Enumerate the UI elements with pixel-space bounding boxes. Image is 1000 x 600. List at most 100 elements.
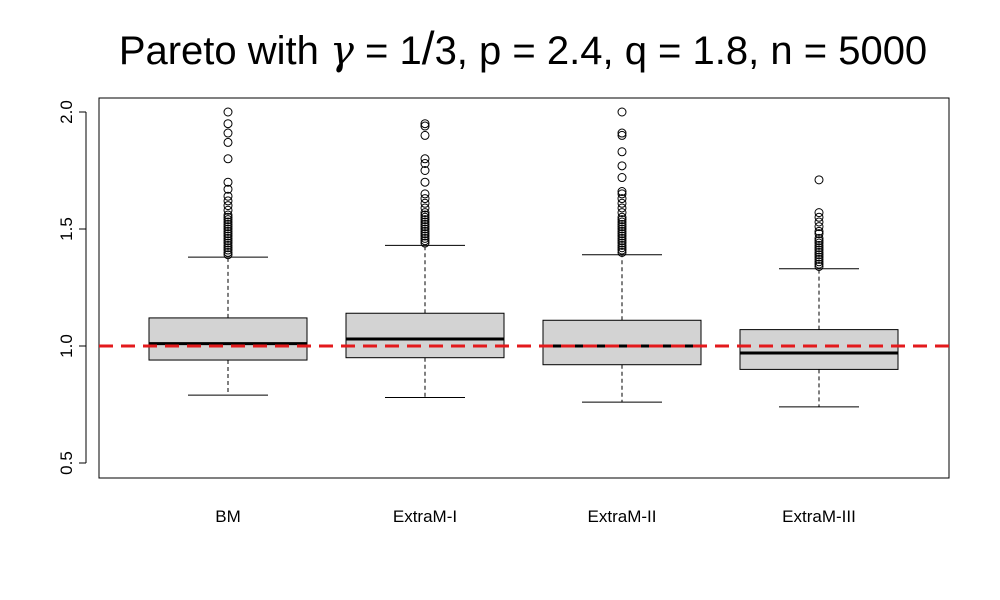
box-extram-iii	[739, 175, 899, 408]
outlier-point	[814, 233, 824, 243]
chart-title: Pareto with γ = 1/3, p = 2.4, q = 1.8, n…	[119, 22, 927, 74]
outlier-point	[814, 229, 824, 239]
outlier-point	[617, 187, 627, 197]
outlier-point	[223, 224, 233, 234]
outlier-point	[814, 245, 824, 255]
outlier-point	[420, 212, 430, 222]
outlier-point	[814, 236, 824, 246]
outlier-point	[617, 198, 627, 208]
y-tick-label: 0.5	[57, 451, 76, 475]
outlier-point	[617, 243, 627, 253]
outlier-point	[223, 119, 233, 129]
outlier-point	[420, 121, 430, 131]
outlier-point	[223, 231, 233, 241]
y-tick-label: 1.5	[57, 217, 76, 241]
outlier-point	[420, 189, 430, 199]
outlier-point	[420, 222, 430, 232]
outlier-point	[617, 208, 627, 218]
iqr-box	[739, 329, 899, 370]
outlier-point	[223, 217, 233, 227]
outlier-point	[814, 212, 824, 222]
plot-frame	[98, 97, 950, 479]
outlier-point	[617, 107, 627, 117]
outlier-point	[223, 184, 233, 194]
outlier-point	[223, 205, 233, 215]
outlier-point	[617, 130, 627, 140]
outlier-point	[814, 222, 824, 232]
outlier-point	[814, 217, 824, 227]
iqr-box	[345, 312, 505, 359]
outlier-point	[420, 208, 430, 218]
outlier-point	[814, 257, 824, 267]
outlier-point	[223, 222, 233, 232]
outlier-point	[617, 245, 627, 255]
outlier-point	[617, 215, 627, 225]
x-category-label: ExtraM-II	[588, 507, 657, 526]
outlier-point	[814, 261, 824, 271]
outlier-point	[223, 210, 233, 220]
box-bm	[148, 107, 308, 396]
y-tick-label: 1.0	[57, 334, 76, 358]
outlier-point	[223, 229, 233, 239]
title-slash: /	[422, 22, 435, 74]
outlier-point	[420, 229, 430, 239]
outlier-point	[814, 208, 824, 218]
outlier-point	[223, 238, 233, 248]
title-gamma-symbol: γ	[330, 28, 354, 74]
outlier-point	[223, 128, 233, 138]
outlier-point	[617, 229, 627, 239]
outlier-point	[814, 259, 824, 269]
title-rest: 3, p = 2.4, q = 1.8, n = 5000	[435, 29, 928, 73]
outlier-point	[223, 233, 233, 243]
outlier-point	[617, 222, 627, 232]
outlier-point	[617, 212, 627, 222]
outlier-point	[617, 173, 627, 183]
outlier-point	[223, 236, 233, 246]
boxes-group	[148, 107, 899, 408]
outlier-point	[420, 203, 430, 213]
outlier-point	[420, 217, 430, 227]
outlier-point	[814, 247, 824, 257]
title-eq1: = 1	[354, 29, 422, 73]
y-tick-label: 2.0	[57, 100, 76, 124]
outlier-point	[223, 240, 233, 250]
outlier-point	[617, 147, 627, 157]
outlier-point	[814, 226, 824, 236]
outlier-point	[420, 224, 430, 234]
outlier-point	[420, 177, 430, 187]
outlier-point	[814, 175, 824, 185]
outlier-point	[617, 226, 627, 236]
outlier-point	[420, 154, 430, 164]
outlier-point	[814, 252, 824, 262]
outlier-point	[617, 217, 627, 227]
outlier-point	[617, 224, 627, 234]
outlier-point	[223, 201, 233, 211]
outlier-point	[420, 210, 430, 220]
title-prefix: Pareto with	[119, 29, 330, 73]
outlier-point	[617, 236, 627, 246]
outlier-point	[617, 203, 627, 213]
outlier-point	[420, 198, 430, 208]
outlier-point	[223, 215, 233, 225]
outlier-point	[420, 231, 430, 241]
x-axis-labels: BM ExtraM-I ExtraM-II ExtraM-III	[215, 507, 856, 526]
x-category-label: ExtraM-I	[393, 507, 457, 526]
outlier-point	[223, 177, 233, 187]
outlier-point	[420, 219, 430, 229]
outlier-point	[420, 238, 430, 248]
outlier-point	[223, 196, 233, 206]
outlier-point	[223, 137, 233, 147]
outlier-point	[814, 254, 824, 264]
outlier-point	[420, 130, 430, 140]
outlier-point	[814, 238, 824, 248]
outlier-point	[617, 161, 627, 171]
x-category-label: ExtraM-III	[782, 507, 856, 526]
outlier-point	[223, 247, 233, 257]
outlier-point	[617, 189, 627, 199]
outlier-point	[223, 219, 233, 229]
outlier-point	[420, 158, 430, 168]
outlier-point	[223, 191, 233, 201]
outlier-point	[617, 128, 627, 138]
outlier-point	[617, 238, 627, 248]
